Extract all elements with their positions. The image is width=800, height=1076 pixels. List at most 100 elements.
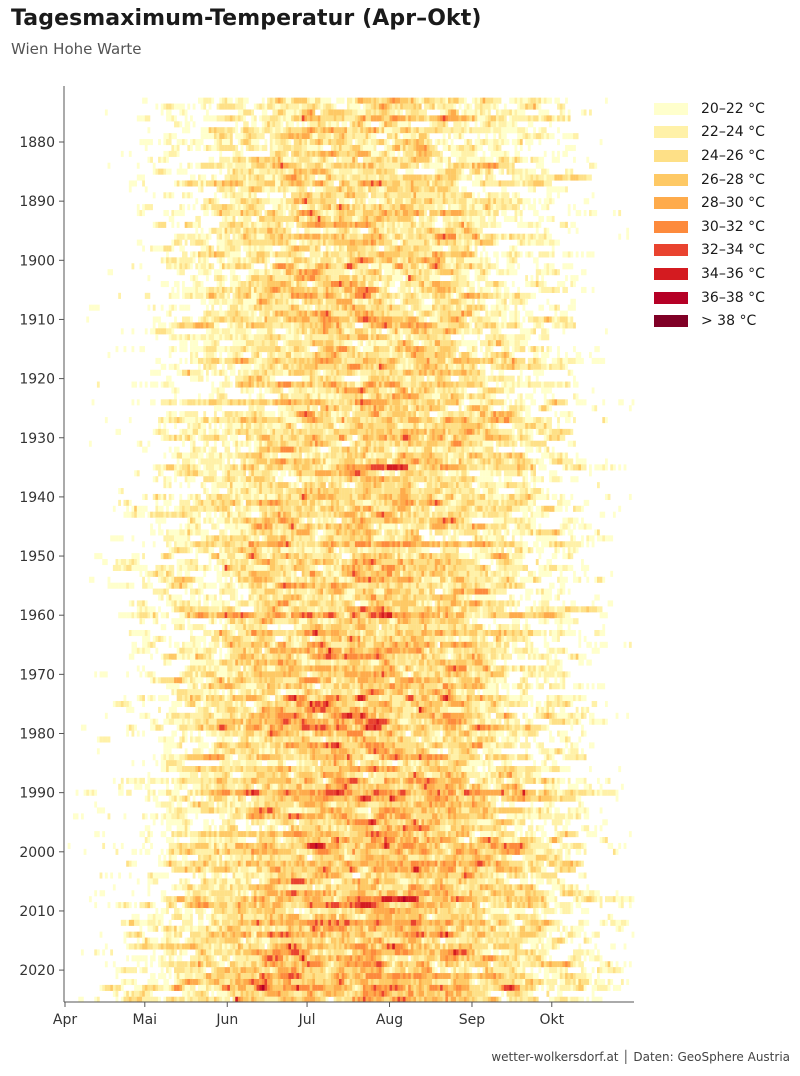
heatmap-cell: [512, 198, 515, 204]
heatmap-cell: [493, 133, 496, 139]
heatmap-cell: [493, 322, 496, 328]
heatmap-cell: [496, 145, 499, 151]
heatmap-cell: [206, 293, 209, 299]
heatmap-cell: [483, 180, 486, 186]
heatmap-cell: [374, 175, 377, 181]
heatmap-cell: [437, 127, 440, 133]
heatmap-cell: [254, 204, 257, 210]
heatmap-cell: [382, 157, 385, 163]
heatmap-cell: [360, 163, 363, 169]
heatmap-cell: [437, 98, 440, 104]
heatmap-cell: [544, 269, 547, 275]
heatmap-cell: [217, 133, 220, 139]
heatmap-cell: [296, 204, 299, 210]
heatmap-cell: [374, 210, 377, 216]
heatmap-cell: [352, 157, 355, 163]
heatmap-cell: [355, 139, 358, 145]
heatmap-cell: [453, 269, 456, 275]
heatmap-cell: [419, 210, 422, 216]
heatmap-cell: [363, 287, 366, 293]
heatmap-cell: [382, 234, 385, 240]
heatmap-cell: [331, 192, 334, 198]
heatmap-cell: [485, 163, 488, 169]
heatmap-cell: [344, 115, 347, 121]
heatmap-cell: [257, 163, 260, 169]
heatmap-cell: [355, 316, 358, 322]
heatmap-cell: [427, 246, 430, 252]
heatmap-cell: [187, 263, 190, 269]
heatmap-cell: [334, 169, 337, 175]
heatmap-cell: [262, 204, 265, 210]
heatmap-cell: [533, 293, 536, 299]
heatmap-cell: [403, 163, 406, 169]
heatmap-cell: [416, 192, 419, 198]
heatmap-cell: [366, 269, 369, 275]
heatmap-cell: [267, 305, 270, 311]
heatmap-cell: [515, 204, 518, 210]
heatmap-cell: [153, 316, 156, 322]
heatmap-cell: [336, 109, 339, 115]
heatmap-cell: [413, 263, 416, 269]
heatmap-cell: [536, 257, 539, 263]
heatmap-cell: [286, 163, 289, 169]
heatmap-cell: [174, 293, 177, 299]
heatmap-cell: [366, 257, 369, 263]
heatmap-cell: [198, 240, 201, 246]
heatmap-cell: [368, 257, 371, 263]
heatmap-cell: [312, 269, 315, 275]
heatmap-cell: [235, 257, 238, 263]
heatmap-cell: [515, 198, 518, 204]
heatmap-cell: [280, 240, 283, 246]
heatmap-cell: [387, 251, 390, 257]
heatmap-cell: [445, 157, 448, 163]
heatmap-cell: [416, 251, 419, 257]
heatmap-cell: [225, 192, 228, 198]
heatmap-cell: [270, 251, 273, 257]
heatmap-cell: [259, 275, 262, 281]
heatmap-cell: [262, 169, 265, 175]
heatmap-cell: [360, 204, 363, 210]
heatmap-cell: [219, 163, 222, 169]
heatmap-cell: [382, 115, 385, 121]
heatmap-cell: [206, 322, 209, 328]
heatmap-cell: [286, 228, 289, 234]
heatmap-cell: [475, 210, 478, 216]
heatmap-cell: [366, 139, 369, 145]
heatmap-cell: [445, 175, 448, 181]
heatmap-cell: [390, 169, 393, 175]
heatmap-cell: [384, 139, 387, 145]
heatmap-cell: [453, 228, 456, 234]
heatmap-cell: [198, 222, 201, 228]
heatmap-cell: [280, 234, 283, 240]
heatmap-cell: [211, 145, 214, 151]
heatmap-cell: [270, 216, 273, 222]
heatmap-cell: [475, 115, 478, 121]
heatmap-cell: [565, 316, 568, 322]
heatmap-cell: [243, 180, 246, 186]
heatmap-cell: [480, 305, 483, 311]
heatmap-cell: [570, 322, 573, 328]
heatmap-cell: [350, 216, 353, 222]
heatmap-cell: [416, 293, 419, 299]
heatmap-cell: [360, 240, 363, 246]
heatmap-cell: [491, 234, 494, 240]
heatmap-cell: [278, 269, 281, 275]
heatmap-cell: [427, 275, 430, 281]
heatmap-cell: [440, 180, 443, 186]
heatmap-cell: [275, 175, 278, 181]
heatmap-cell: [209, 251, 212, 257]
heatmap-cell: [278, 299, 281, 305]
heatmap-cell: [411, 269, 414, 275]
heatmap-cell: [374, 192, 377, 198]
heatmap-cell: [222, 251, 225, 257]
heatmap-cell: [520, 104, 523, 110]
heatmap-cell: [376, 251, 379, 257]
heatmap-cell: [531, 186, 534, 192]
heatmap-cell: [352, 169, 355, 175]
heatmap-cell: [512, 257, 515, 263]
heatmap-cell: [464, 281, 467, 287]
heatmap-cell: [554, 240, 557, 246]
heatmap-cell: [323, 281, 326, 287]
heatmap-cell: [509, 251, 512, 257]
heatmap-cell: [382, 109, 385, 115]
